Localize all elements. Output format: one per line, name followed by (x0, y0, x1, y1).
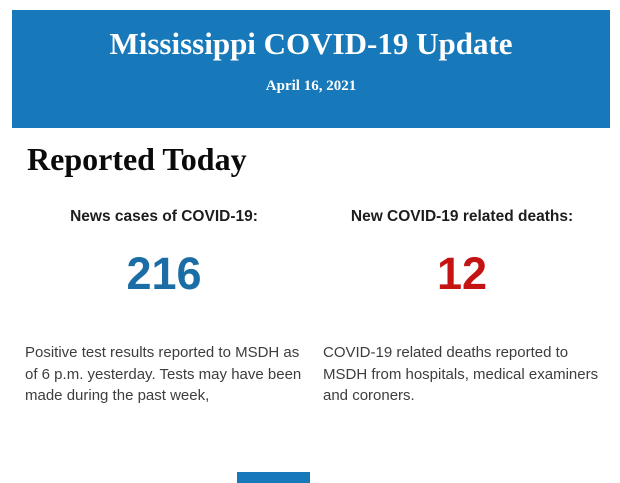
new-cases-label: News cases of COVID-19: (70, 208, 258, 225)
new-cases-description: Positive test results reported to MSDH a… (25, 344, 302, 404)
header-banner: Mississippi COVID-19 Update April 16, 20… (12, 10, 610, 128)
newsletter-date: April 16, 2021 (265, 78, 357, 95)
newsletter-title: Mississippi COVID-19 Update (109, 26, 513, 61)
new-cases-value: 216 (126, 248, 202, 299)
deaths-description: COVID-19 related deaths reported to MSDH… (323, 344, 599, 404)
section-title-reported-today: Reported Today (27, 141, 247, 177)
stat-column-deaths: New COVID-19 related deaths: 12 COVID-19… (323, 208, 601, 407)
stat-column-new-cases: News cases of COVID-19: 216 Positive tes… (25, 208, 303, 407)
deaths-label: New COVID-19 related deaths: (350, 208, 574, 225)
partial-next-section-bar (237, 472, 310, 483)
deaths-value: 12 (436, 248, 488, 299)
